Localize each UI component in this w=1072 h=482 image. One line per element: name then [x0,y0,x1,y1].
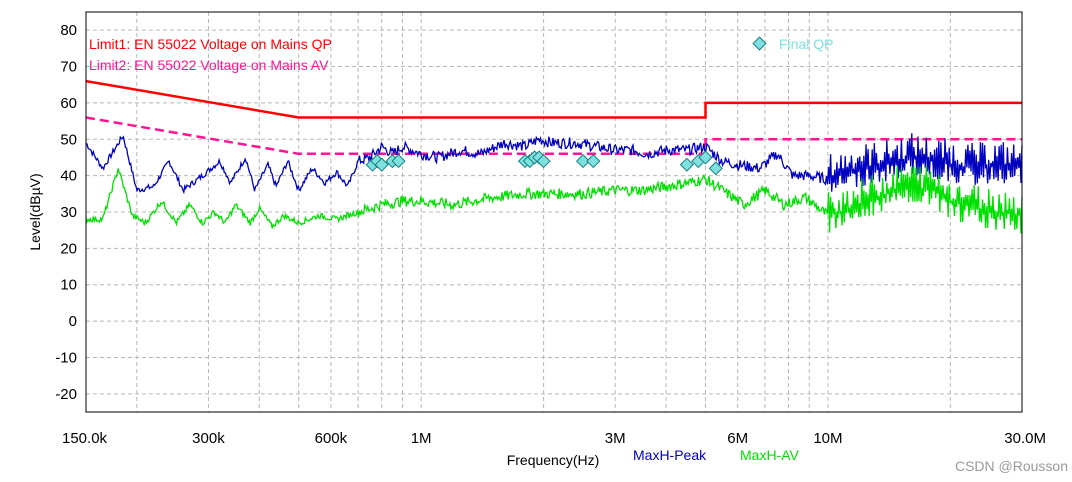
final-qp-markers [365,150,723,176]
data-series [85,133,1023,234]
y-tick-label: 70 [60,59,77,76]
final-qp-marker [536,154,551,169]
y-tick-label: 0 [69,313,77,330]
y-tick-label: 60 [60,95,77,112]
watermark-text: CSDN @Rousson [955,458,1068,474]
series-maxh-peak [85,133,1023,195]
final-qp-legend: Final QP [752,36,833,52]
x-axis-title: Frequency(Hz) [507,452,600,468]
final-qp-marker [586,154,601,169]
x-tick-label: 300k [192,430,225,447]
tick-labels: 80 70 60 50 40 30 20 10 0 -10 -20 150.0k 300k 600k 1M 3… [55,22,1046,447]
grid [86,12,1022,412]
x-tick-label: 3M [605,430,626,447]
limit1-label: Limit1: EN 55022 Voltage on Mains QP [89,36,332,52]
x-tick-label: 30.0M [1004,430,1046,447]
legend-peak-label: MaxH-Peak [633,447,707,463]
y-tick-label: 10 [60,277,77,294]
final-qp-legend-icon [752,36,767,51]
final-qp-marker [698,150,713,165]
final-qp-marker [575,154,591,169]
final-qp-marker [708,161,723,176]
final-qp-marker [374,157,389,172]
limit2-label: Limit2: EN 55022 Voltage on Mains AV [89,57,329,73]
y-tick-label: 80 [60,22,77,39]
final-qp-marker [679,157,694,172]
y-tick-label: 50 [60,131,77,148]
y-tick-label: 30 [60,204,77,221]
x-tick-label: 6M [727,430,748,447]
x-tick-label: 600k [315,430,348,447]
legend-av-label: MaxH-AV [740,447,800,463]
y-tick-label: -10 [55,349,77,366]
y-tick-label: 40 [60,168,77,185]
final-qp-marker [391,153,406,169]
x-tick-label: 150.0k [62,430,108,447]
plot-area-frame [85,11,1023,413]
x-tick-label: 1M [411,430,432,447]
y-tick-label: -20 [55,386,77,403]
limit1-qp-line [85,79,1022,119]
y-axis-title: Level(dBµV) [27,173,43,250]
x-tick-label: 10M [813,430,842,447]
series-maxh-av [85,165,1023,234]
final-qp-legend-label: Final QP [779,36,833,52]
y-tick-label: 20 [60,240,77,257]
